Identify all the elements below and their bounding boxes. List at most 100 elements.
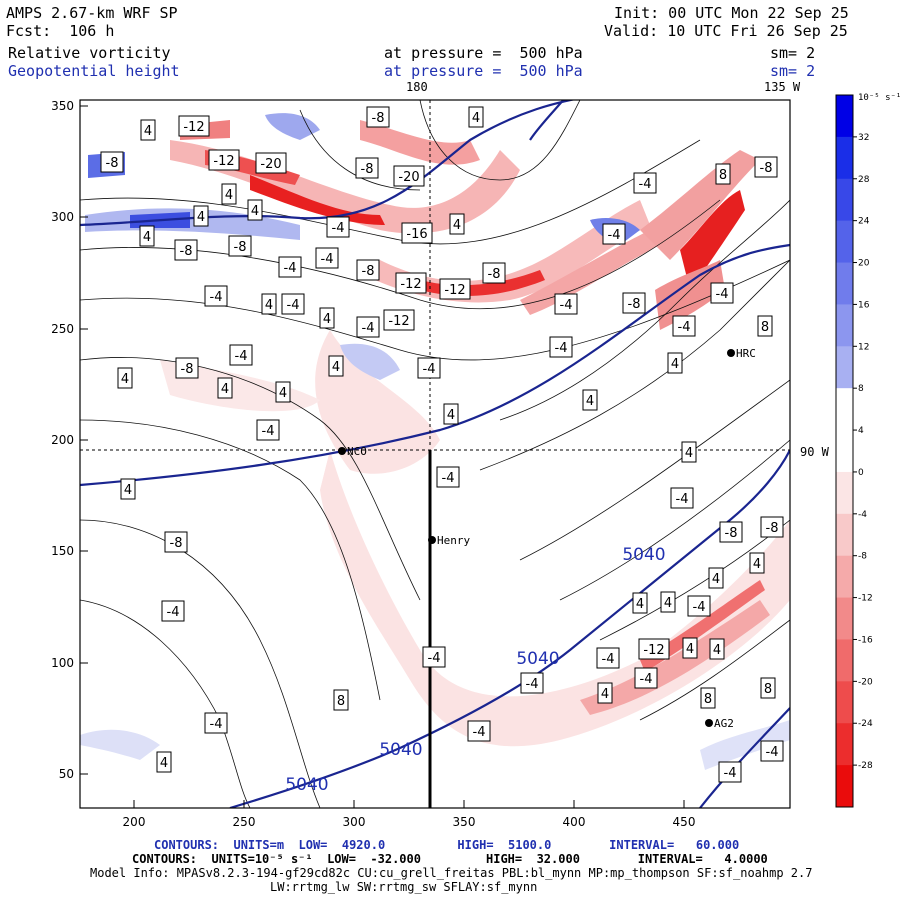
station-marker — [428, 536, 436, 544]
vorticity-label: 4 — [121, 372, 129, 387]
vorticity-label: 4 — [586, 394, 594, 409]
x-axis-ticks: 200 250 300 350 400 450 — [123, 800, 696, 829]
vorticity-label-box — [468, 106, 484, 128]
vorticity-label: -4 — [332, 221, 345, 236]
vorticity-label: -4 — [262, 424, 275, 439]
y-tick-label: 50 — [59, 767, 74, 781]
footer-vorticity-contours: CONTOURS: UNITS=10⁻⁵ s⁻¹ LOW= -32.000 HI… — [132, 852, 768, 866]
vorticity-label: 4 — [143, 230, 151, 245]
vorticity-label-box — [356, 316, 380, 338]
lon-label-90w: 90 W — [800, 445, 830, 459]
geopotential-contours — [80, 100, 790, 808]
y-tick-label: 300 — [51, 210, 74, 224]
valid-time: Valid: 10 UTC Fri 26 Sep 25 — [604, 22, 848, 40]
colorbar-swatch — [836, 430, 853, 473]
colorbar-tick-label: 0 — [858, 468, 864, 478]
vorticity-label: 4 — [160, 756, 168, 771]
vorticity-label-box — [255, 152, 287, 174]
vorticity-label-box — [749, 552, 765, 574]
footer-height-contours: CONTOURS: UNITS=m LOW= 4920.0 HIGH= 5100… — [154, 838, 740, 852]
colorbar-tick-label: -16 — [858, 635, 873, 645]
station-marker — [727, 349, 735, 357]
vorticity-label: -4 — [442, 471, 455, 486]
vorticity-label-box — [439, 278, 471, 300]
vorticity-label: -8 — [361, 162, 374, 177]
vorticity-label: -8 — [372, 111, 385, 126]
vorticity-label: -8 — [180, 244, 193, 259]
vorticity-labels: 4 -12 -8 -12 -20 -8 -8 -20 4 4 4 4 4 -8 -4 -16 4 -8 -4 -8 -1… — [100, 106, 784, 783]
vorticity-label-box — [422, 646, 446, 668]
vorticity-label: -8 — [170, 536, 183, 551]
vorticity-label: 4 — [265, 298, 273, 313]
vorticity-label-box — [247, 199, 263, 221]
vorticity-contours — [80, 100, 790, 808]
colorbar-tick-label: 24 — [858, 217, 870, 227]
vorticity-label-box — [633, 172, 657, 194]
vorticity-label-box — [715, 163, 731, 185]
colorbar-swatch — [836, 723, 853, 766]
colorbar-tick-label: 20 — [858, 259, 870, 269]
vorticity-label: -20 — [398, 170, 419, 185]
x-tick-label: 250 — [233, 815, 256, 829]
colorbar-tick-label: -12 — [858, 594, 873, 604]
footer-physics-info: LW:rrtmg_lw SW:rrtmg_sw SFLAY:sf_mynn — [270, 880, 538, 894]
station-label: Henry — [437, 534, 470, 547]
colorbar-tick-label: -20 — [858, 677, 873, 687]
vorticity-label-box — [328, 355, 344, 377]
vorticity-label-box — [754, 156, 778, 178]
vorticity-label: 4 — [323, 312, 331, 327]
vorticity-label-box — [757, 315, 773, 337]
vorticity-label-box — [602, 223, 626, 245]
field2-name: Geopotential height — [8, 62, 180, 80]
vorticity-label-box — [482, 262, 506, 284]
vorticity-label: -4 — [602, 652, 615, 667]
vorticity-label: -4 — [724, 766, 737, 781]
colorbar-swatch — [836, 597, 853, 640]
vorticity-label: 4 — [197, 210, 205, 225]
vorticity-label: -12 — [388, 314, 409, 329]
vorticity-label-box — [178, 115, 210, 137]
vorticity-label-box — [760, 740, 784, 762]
vorticity-label-box — [672, 315, 696, 337]
vorticity-label-box — [319, 307, 335, 329]
vorticity-label: -8 — [766, 521, 779, 536]
map-frame — [79, 99, 791, 809]
vorticity-label-box — [139, 225, 155, 247]
vorticity-label: 4 — [144, 124, 152, 139]
vorticity-label: 8 — [719, 168, 727, 183]
vorticity-label: 4 — [453, 218, 461, 233]
x-tick-label: 450 — [673, 815, 696, 829]
colorbar-swatch — [836, 220, 853, 264]
station-marker — [705, 719, 713, 727]
vorticity-label-box — [582, 389, 598, 411]
vorticity-label-box — [278, 256, 302, 278]
colorbar-tick-label: 8 — [858, 384, 864, 394]
vorticity-label: 4 — [225, 188, 233, 203]
y-axis-ticks: 50 100 150 200 250 300 350 — [51, 99, 88, 781]
vorticity-label-box — [554, 293, 578, 315]
vorticity-label-box — [366, 106, 390, 128]
vorticity-label-box — [634, 667, 658, 689]
model-title: AMPS 2.67-km WRF SP — [6, 4, 178, 22]
vorticity-label: -4 — [608, 228, 621, 243]
vorticity-label-box — [719, 521, 743, 543]
vorticity-label-box — [140, 119, 156, 141]
vorticity-label: -8 — [760, 161, 773, 176]
colorbar-unit: 10⁻⁵ s⁻¹ — [858, 93, 900, 103]
vorticity-label: -4 — [210, 290, 223, 305]
colorbar-tick-label: 32 — [858, 133, 869, 143]
y-tick-label: 250 — [51, 322, 74, 336]
y-tick-label: 350 — [51, 99, 74, 113]
field1-name: Relative vorticity — [8, 44, 171, 62]
vorticity-label-box — [100, 151, 124, 173]
vorticity-label: 8 — [761, 320, 769, 335]
vorticity-label: 4 — [472, 111, 480, 126]
vorticity-label: -8 — [106, 156, 119, 171]
colorbar-tick-label: -24 — [858, 719, 873, 729]
colorbar-tick-label: -8 — [858, 552, 867, 562]
vorticity-label-box — [670, 487, 694, 509]
vorticity-label-box — [208, 149, 240, 171]
vorticity-label: 4 — [447, 408, 455, 423]
colorbar-swatch — [836, 639, 853, 682]
